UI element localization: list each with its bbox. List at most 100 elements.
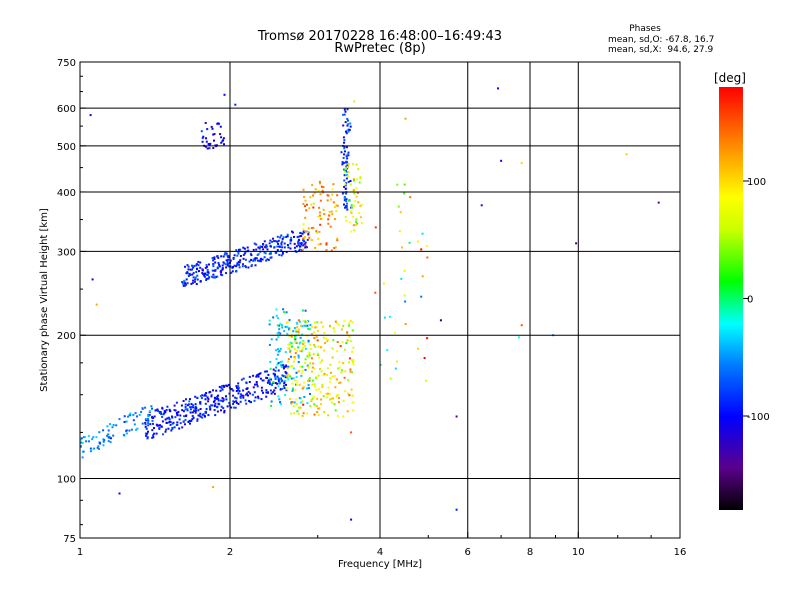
- data-point: [386, 349, 389, 352]
- data-point: [164, 418, 167, 421]
- data-point: [81, 456, 84, 459]
- data-point: [344, 187, 347, 190]
- data-point: [302, 202, 305, 205]
- data-point: [162, 433, 164, 436]
- data-point: [290, 412, 293, 415]
- data-point: [286, 388, 289, 391]
- data-point: [283, 387, 286, 389]
- data-point: [319, 368, 321, 370]
- data-point: [274, 377, 277, 380]
- data-point: [221, 274, 224, 277]
- data-point: [136, 415, 138, 418]
- data-point: [197, 260, 200, 263]
- data-point: [332, 183, 335, 186]
- data-point: [353, 229, 356, 232]
- data-point: [285, 321, 288, 324]
- data-point: [232, 258, 235, 260]
- data-point: [336, 194, 339, 197]
- data-point: [421, 232, 424, 235]
- data-point: [220, 409, 222, 412]
- data-point: [575, 242, 578, 245]
- data-point: [343, 320, 346, 323]
- data-point: [426, 256, 429, 259]
- data-point: [345, 177, 348, 180]
- data-point: [147, 419, 150, 422]
- data-point: [308, 351, 311, 354]
- data-point: [346, 208, 349, 211]
- data-point: [253, 391, 256, 394]
- data-point: [211, 269, 214, 272]
- data-point: [220, 141, 223, 144]
- data-point: [268, 319, 271, 322]
- data-point: [199, 266, 202, 269]
- data-point: [303, 196, 305, 198]
- data-point: [325, 393, 328, 395]
- data-point: [269, 360, 272, 363]
- data-point: [281, 360, 283, 363]
- data-point: [178, 427, 181, 430]
- data-point: [275, 366, 278, 369]
- data-point: [341, 369, 343, 372]
- data-point: [346, 146, 348, 149]
- data-point: [238, 248, 240, 251]
- data-point: [169, 410, 172, 413]
- data-point: [309, 405, 312, 407]
- data-point: [213, 409, 216, 411]
- data-point: [161, 420, 164, 423]
- data-point: [301, 369, 304, 372]
- data-point: [238, 261, 241, 264]
- data-point: [220, 269, 223, 272]
- data-point: [241, 265, 244, 268]
- data-point: [320, 398, 323, 401]
- data-point: [216, 144, 218, 147]
- data-point: [160, 413, 163, 415]
- data-point: [295, 398, 298, 401]
- data-point: [311, 379, 314, 382]
- x-tick-label: 1: [77, 547, 83, 558]
- data-point: [239, 400, 242, 403]
- data-point: [221, 385, 224, 387]
- points-layer: [79, 87, 660, 521]
- data-point: [274, 369, 277, 372]
- data-point: [152, 434, 155, 437]
- data-point: [295, 328, 298, 331]
- data-point: [204, 122, 207, 124]
- data-point: [396, 183, 399, 186]
- data-point: [106, 425, 109, 428]
- data-point: [244, 258, 247, 261]
- data-point: [160, 425, 163, 428]
- data-point: [283, 330, 286, 333]
- data-point: [83, 436, 86, 438]
- data-point: [194, 409, 197, 412]
- data-point: [344, 167, 347, 170]
- data-point: [293, 327, 296, 329]
- data-point: [280, 254, 283, 257]
- data-point: [201, 416, 204, 419]
- data-point: [298, 320, 301, 323]
- data-point: [216, 267, 219, 270]
- data-point: [294, 379, 297, 382]
- data-point: [275, 251, 278, 254]
- data-point: [184, 282, 187, 285]
- data-point: [319, 361, 322, 364]
- data-point: [345, 161, 348, 163]
- data-point: [146, 432, 149, 435]
- data-point: [217, 397, 220, 400]
- data-point: [342, 136, 345, 139]
- data-point: [291, 389, 294, 392]
- data-point: [322, 395, 325, 398]
- data-point: [269, 389, 272, 392]
- data-point: [161, 407, 164, 410]
- data-point: [263, 240, 266, 243]
- data-point: [91, 438, 94, 441]
- data-point: [210, 125, 213, 128]
- data-point: [394, 367, 397, 370]
- data-point: [314, 385, 317, 388]
- data-point: [334, 246, 337, 249]
- data-point: [309, 347, 312, 350]
- data-point: [259, 377, 262, 380]
- data-point: [335, 378, 338, 381]
- data-point: [185, 272, 188, 275]
- data-point: [287, 378, 290, 381]
- data-point: [333, 374, 336, 377]
